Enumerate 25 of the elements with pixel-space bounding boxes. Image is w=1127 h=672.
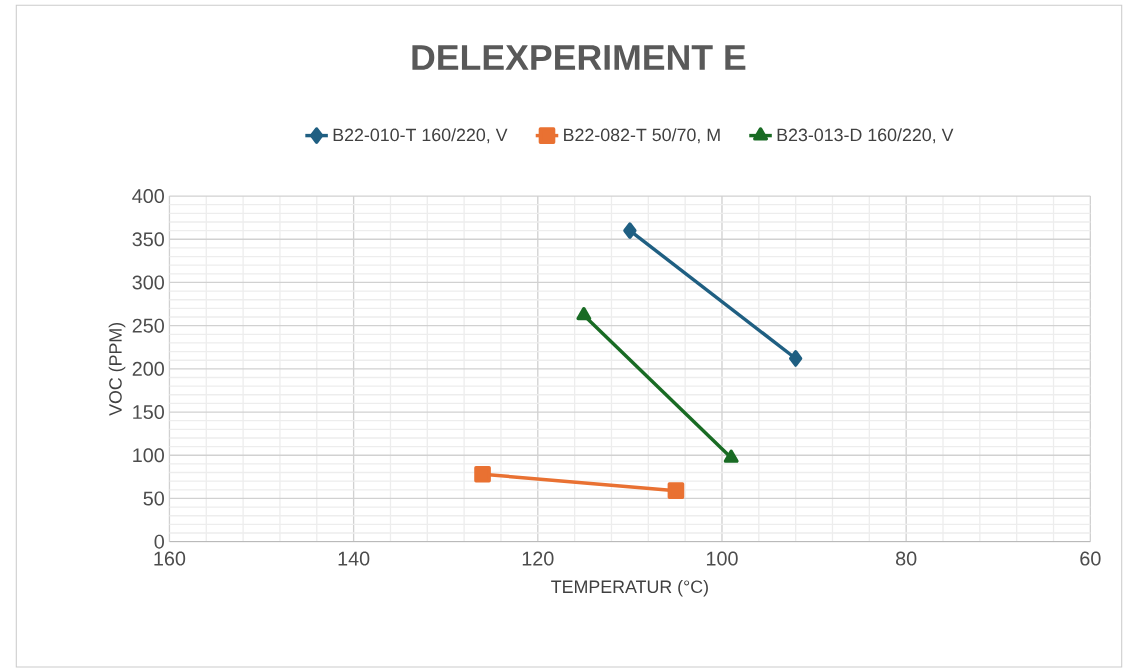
x-tick-label: 140	[338, 551, 370, 566]
y-axis-title: VOC (PPM)	[108, 322, 126, 416]
y-tick-label: 100	[133, 448, 164, 463]
x-tick-label: 60	[1080, 551, 1101, 566]
x-axis-title: TEMPERATUR (°C)	[551, 579, 708, 597]
y-tick-label: 200	[132, 361, 164, 376]
chart-title: DELEXPERIMENT E	[412, 44, 746, 70]
point	[623, 222, 637, 239]
y-tick-label: 350	[132, 232, 164, 247]
x-tick-label: 100	[706, 551, 738, 566]
legend-label: B22-010-T 160/220, V	[333, 127, 508, 144]
legend-label: B23-013-D 160/220, V	[777, 127, 954, 144]
y-tick-label: 0	[154, 534, 164, 549]
y-tick-label: 400	[132, 188, 164, 203]
x-tick-label: 120	[522, 551, 554, 566]
point	[667, 482, 685, 499]
point	[474, 465, 491, 483]
y-tick-label: 150	[133, 404, 164, 419]
y-tick-label: 50	[143, 491, 164, 506]
x-tick-label: 160	[154, 551, 186, 566]
y-tick-label: 300	[132, 275, 164, 290]
point	[788, 349, 803, 367]
x-tick-label: 80	[896, 551, 917, 566]
legend-label: B22-082-T 50/70, M	[564, 127, 720, 144]
y-tick-label: 250	[132, 318, 164, 333]
